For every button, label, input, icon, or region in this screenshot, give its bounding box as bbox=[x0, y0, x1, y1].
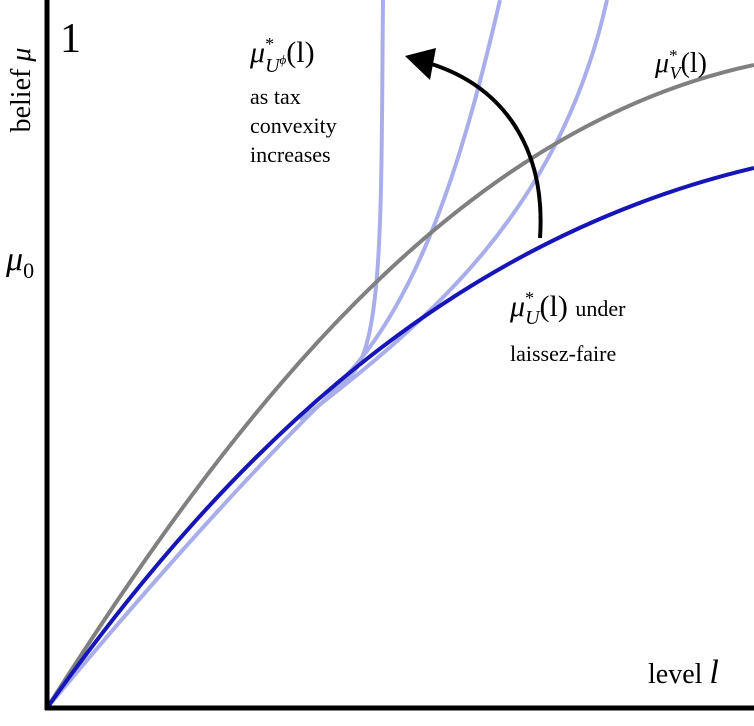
y-axis-label: belief μ bbox=[6, 48, 37, 133]
label-symbol: μ bbox=[509, 290, 525, 323]
label-sup: * bbox=[669, 46, 678, 65]
label-sub: U bbox=[525, 307, 541, 329]
label-arg: (l) bbox=[681, 48, 707, 79]
taxed-curves bbox=[45, 0, 609, 710]
label-symbol: μ bbox=[654, 48, 669, 79]
label-note: under bbox=[575, 296, 626, 321]
label-symbol: μ bbox=[6, 48, 37, 63]
label-sup: * bbox=[265, 34, 274, 54]
y-top-label: 1 bbox=[60, 16, 81, 62]
label-symbol: μ bbox=[5, 241, 23, 278]
tax-note: increases bbox=[250, 142, 331, 167]
label-symbol: l bbox=[709, 654, 718, 691]
u-note: laissez-faire bbox=[510, 341, 616, 366]
arrow-head bbox=[405, 48, 436, 80]
label-sub: V bbox=[670, 63, 683, 83]
label-arg: (l) bbox=[540, 290, 568, 323]
label-subsup: ϕ bbox=[280, 52, 287, 67]
taxed-curve bbox=[298, 0, 609, 422]
label-arg: (l) bbox=[286, 36, 314, 69]
label-symbol: μ bbox=[249, 36, 265, 69]
v-curve bbox=[45, 63, 754, 710]
label-sub: U bbox=[265, 55, 281, 77]
y-mid-label: μ0 bbox=[5, 241, 34, 283]
tax-note: as tax bbox=[250, 84, 301, 109]
label-sup: * bbox=[525, 288, 534, 308]
arrow bbox=[424, 60, 543, 239]
tax-curve-label: μ* Uϕ(l) bbox=[249, 34, 315, 77]
x-axis-label: level l bbox=[648, 654, 719, 691]
taxed-curve bbox=[45, 0, 385, 710]
tax-note: convexity bbox=[250, 113, 337, 138]
u-curve bbox=[45, 166, 754, 710]
label-sub: 0 bbox=[23, 258, 34, 283]
label-text: belief bbox=[6, 68, 37, 132]
v-curve-label: μ* V(l) bbox=[654, 46, 707, 83]
u-curve-label: μ* U(l) under bbox=[509, 288, 626, 329]
label-text: level bbox=[648, 659, 703, 690]
taxed-curve bbox=[328, 0, 502, 394]
